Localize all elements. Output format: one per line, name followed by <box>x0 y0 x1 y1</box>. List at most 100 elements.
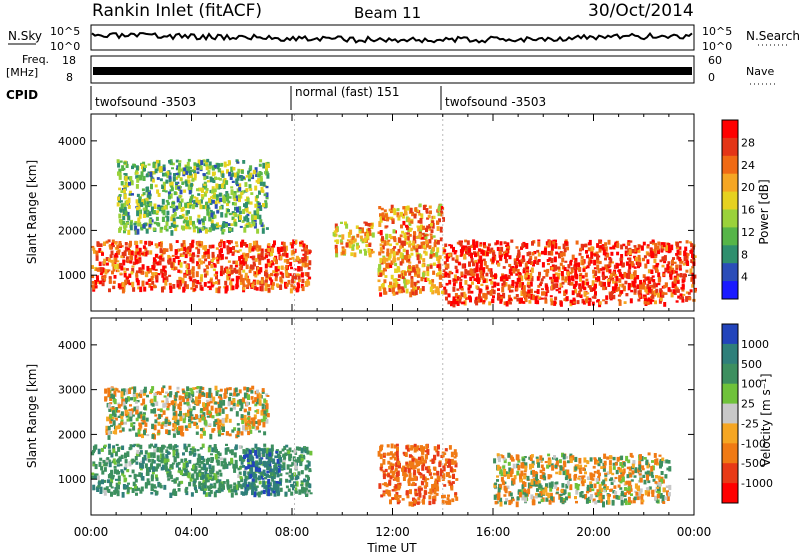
data-cell <box>265 197 269 200</box>
data-cell <box>518 261 522 267</box>
data-cell <box>197 214 201 218</box>
data-cell <box>163 458 167 465</box>
data-cell <box>110 259 114 263</box>
data-cell <box>248 270 252 274</box>
data-cell <box>443 484 447 487</box>
data-cell <box>567 275 571 281</box>
data-cell <box>443 452 447 455</box>
data-cell <box>174 255 178 259</box>
data-cell <box>446 497 450 500</box>
data-cell <box>675 277 679 281</box>
data-cell <box>109 481 113 487</box>
data-cell <box>499 241 503 246</box>
data-cell <box>224 256 228 260</box>
data-cell <box>682 274 686 280</box>
data-cell <box>191 271 195 278</box>
data-cell <box>214 453 218 460</box>
data-cell <box>165 199 169 203</box>
data-cell <box>573 260 577 264</box>
data-cell <box>593 259 597 266</box>
data-cell <box>119 220 123 224</box>
data-cell <box>624 487 628 491</box>
data-cell <box>604 473 608 477</box>
data-cell <box>123 193 127 200</box>
data-cell <box>491 298 495 304</box>
data-cell <box>185 170 189 175</box>
data-cell <box>213 264 217 268</box>
data-cell <box>137 217 141 223</box>
data-cell <box>657 276 661 283</box>
data-cell <box>213 273 217 277</box>
data-cell <box>212 450 216 453</box>
data-cell <box>529 255 533 260</box>
data-cell <box>283 445 287 450</box>
data-cell <box>398 238 402 244</box>
data-cell <box>270 444 274 449</box>
data-cell <box>441 495 444 499</box>
data-cell <box>417 228 421 232</box>
data-cell <box>182 462 186 469</box>
data-cell <box>454 250 458 253</box>
data-cell <box>452 301 456 308</box>
data-cell <box>92 463 96 467</box>
data-cell <box>175 172 179 176</box>
data-cell <box>585 298 588 304</box>
data-cell <box>260 279 264 284</box>
data-cell <box>510 239 514 243</box>
data-cell <box>210 219 214 224</box>
colorbar-tick-label: 12 <box>741 226 755 239</box>
data-cell <box>541 291 544 296</box>
data-cell <box>675 275 679 279</box>
data-cell <box>651 299 655 302</box>
data-cell <box>470 244 474 248</box>
data-cell <box>281 448 285 452</box>
data-cell <box>589 259 593 264</box>
data-cell <box>211 165 215 171</box>
data-cell <box>545 492 549 496</box>
data-cell <box>613 264 617 269</box>
data-cell <box>646 301 650 305</box>
data-cell <box>588 297 592 301</box>
data-cell <box>198 458 202 463</box>
data-cell <box>408 220 412 226</box>
data-cell <box>458 240 462 246</box>
data-cell <box>444 243 448 247</box>
data-cell <box>152 227 156 231</box>
data-cell <box>432 262 436 266</box>
data-cell <box>226 249 230 255</box>
data-cell <box>619 462 623 467</box>
data-cell <box>282 467 286 471</box>
data-cell <box>565 296 569 301</box>
data-cell <box>436 255 440 261</box>
data-cell <box>272 490 276 494</box>
data-cell <box>175 168 179 171</box>
data-cell <box>218 251 222 258</box>
data-cell <box>303 255 307 261</box>
data-cell <box>682 263 686 266</box>
data-cell <box>137 452 141 457</box>
data-cell <box>217 487 221 492</box>
data-cell <box>379 466 383 471</box>
data-cell <box>125 256 129 260</box>
data-cell <box>267 248 271 253</box>
data-cell <box>138 213 142 219</box>
data-cell <box>186 475 190 478</box>
data-cell <box>536 260 540 265</box>
data-cell <box>176 256 180 259</box>
data-cell <box>447 494 450 497</box>
data-cell <box>594 291 597 296</box>
data-cell <box>131 458 135 464</box>
data-cell <box>110 250 114 255</box>
data-cell <box>200 466 204 471</box>
data-cell <box>398 482 402 486</box>
data-cell <box>426 467 430 473</box>
data-cell <box>128 249 131 256</box>
data-cell <box>512 268 516 274</box>
data-cell <box>148 219 152 224</box>
data-cell <box>199 229 202 233</box>
data-cell <box>276 474 280 478</box>
data-cell <box>438 255 442 260</box>
data-cell <box>351 246 355 251</box>
data-cell <box>276 484 280 490</box>
